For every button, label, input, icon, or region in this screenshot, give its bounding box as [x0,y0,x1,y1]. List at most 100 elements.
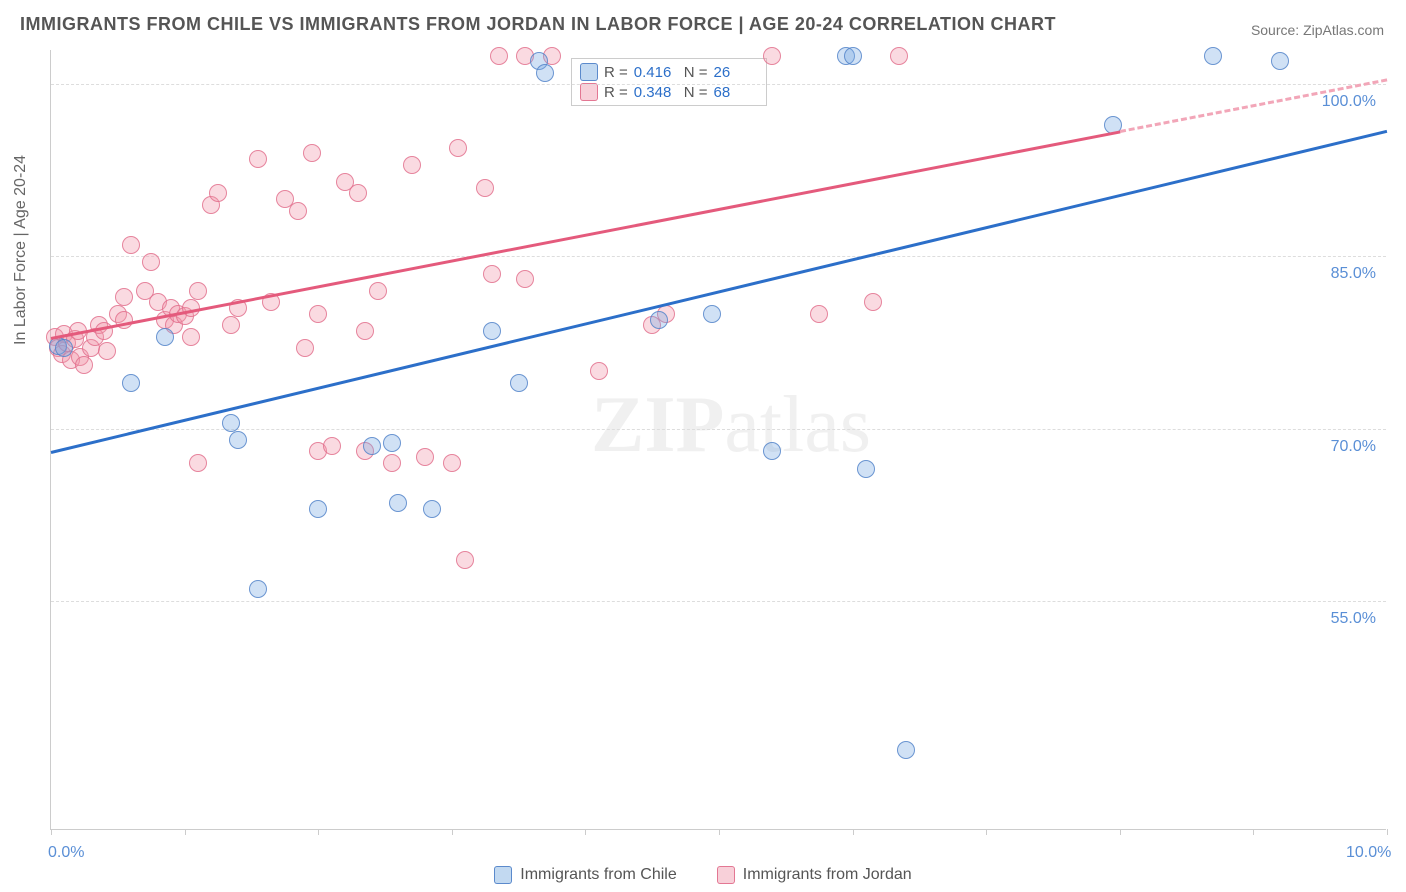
data-point [1204,47,1222,65]
data-point [403,156,421,174]
data-point [229,431,247,449]
legend-row: R = 0.348 N = 68 [580,83,758,101]
legend-r-value: 0.416 [634,64,678,81]
x-tick-label: 10.0% [1346,844,1391,862]
data-point [369,282,387,300]
legend-label: Immigrants from Chile [520,866,676,884]
x-tick [1253,829,1254,835]
x-tick [185,829,186,835]
chart-title: IMMIGRANTS FROM CHILE VS IMMIGRANTS FROM… [20,14,1056,35]
data-point [115,288,133,306]
x-tick [1387,829,1388,835]
legend-row: R = 0.416 N = 26 [580,63,758,81]
data-point [249,580,267,598]
x-tick [986,829,987,835]
data-point [389,494,407,512]
x-tick-label: 0.0% [48,844,84,862]
legend-n-value: 68 [714,84,758,101]
y-tick-label: 70.0% [1331,438,1376,456]
data-point [763,442,781,460]
data-point [510,374,528,392]
data-point [763,47,781,65]
data-point [303,144,321,162]
data-point [249,150,267,168]
data-point [55,339,73,357]
x-tick [452,829,453,835]
data-point [222,316,240,334]
legend-swatch-pink [717,866,735,884]
trend-line [51,130,1388,454]
legend-n-label: N = [684,84,708,101]
y-tick-label: 85.0% [1331,265,1376,283]
data-point [356,322,374,340]
data-point [383,454,401,472]
data-point [189,454,207,472]
legend-n-value: 26 [714,64,758,81]
legend-label: Immigrants from Jordan [743,866,912,884]
x-tick [585,829,586,835]
data-point [456,551,474,569]
legend-n-label: N = [684,64,708,81]
data-point [142,253,160,271]
data-point [476,179,494,197]
data-point [122,236,140,254]
data-point [897,741,915,759]
data-point [156,328,174,346]
data-point [483,322,501,340]
data-point [98,342,116,360]
legend-item: Immigrants from Jordan [717,866,912,884]
y-tick-label: 55.0% [1331,610,1376,628]
legend-item: Immigrants from Chile [494,866,676,884]
data-point [222,414,240,432]
data-point [483,265,501,283]
data-point [857,460,875,478]
legend-swatch-pink [580,83,598,101]
gridline [51,256,1386,257]
legend-r-label: R = [604,84,628,101]
data-point [323,437,341,455]
data-point [516,270,534,288]
gridline [51,601,1386,602]
data-point [449,139,467,157]
data-point [590,362,608,380]
data-point [864,293,882,311]
data-point [423,500,441,518]
x-tick [853,829,854,835]
data-point [209,184,227,202]
data-point [383,434,401,452]
data-point [844,47,862,65]
data-point [416,448,434,466]
gridline [51,429,1386,430]
data-point [75,356,93,374]
correlation-legend: R = 0.416 N = 26 R = 0.348 N = 68 [571,58,767,106]
plot-area: ZIPatlas R = 0.416 N = 26 R = 0.348 N = … [50,50,1386,830]
y-tick-label: 100.0% [1322,93,1376,111]
data-point [1271,52,1289,70]
legend-r-value: 0.348 [634,84,678,101]
data-point [309,500,327,518]
x-tick [719,829,720,835]
data-point [189,282,207,300]
gridline [51,84,1386,85]
data-point [490,47,508,65]
data-point [536,64,554,82]
data-point [363,437,381,455]
legend-swatch-blue [494,866,512,884]
data-point [810,305,828,323]
series-legend: Immigrants from Chile Immigrants from Jo… [0,866,1406,884]
data-point [890,47,908,65]
data-point [650,311,668,329]
chart-container: IMMIGRANTS FROM CHILE VS IMMIGRANTS FROM… [0,0,1406,892]
data-point [296,339,314,357]
source-attribution: Source: ZipAtlas.com [1251,22,1384,38]
y-axis-label: In Labor Force | Age 20-24 [12,155,30,345]
x-tick [51,829,52,835]
data-point [443,454,461,472]
watermark: ZIPatlas [591,380,871,471]
x-tick [318,829,319,835]
data-point [309,305,327,323]
legend-r-label: R = [604,64,628,81]
data-point [289,202,307,220]
legend-swatch-blue [580,63,598,81]
x-tick [1120,829,1121,835]
